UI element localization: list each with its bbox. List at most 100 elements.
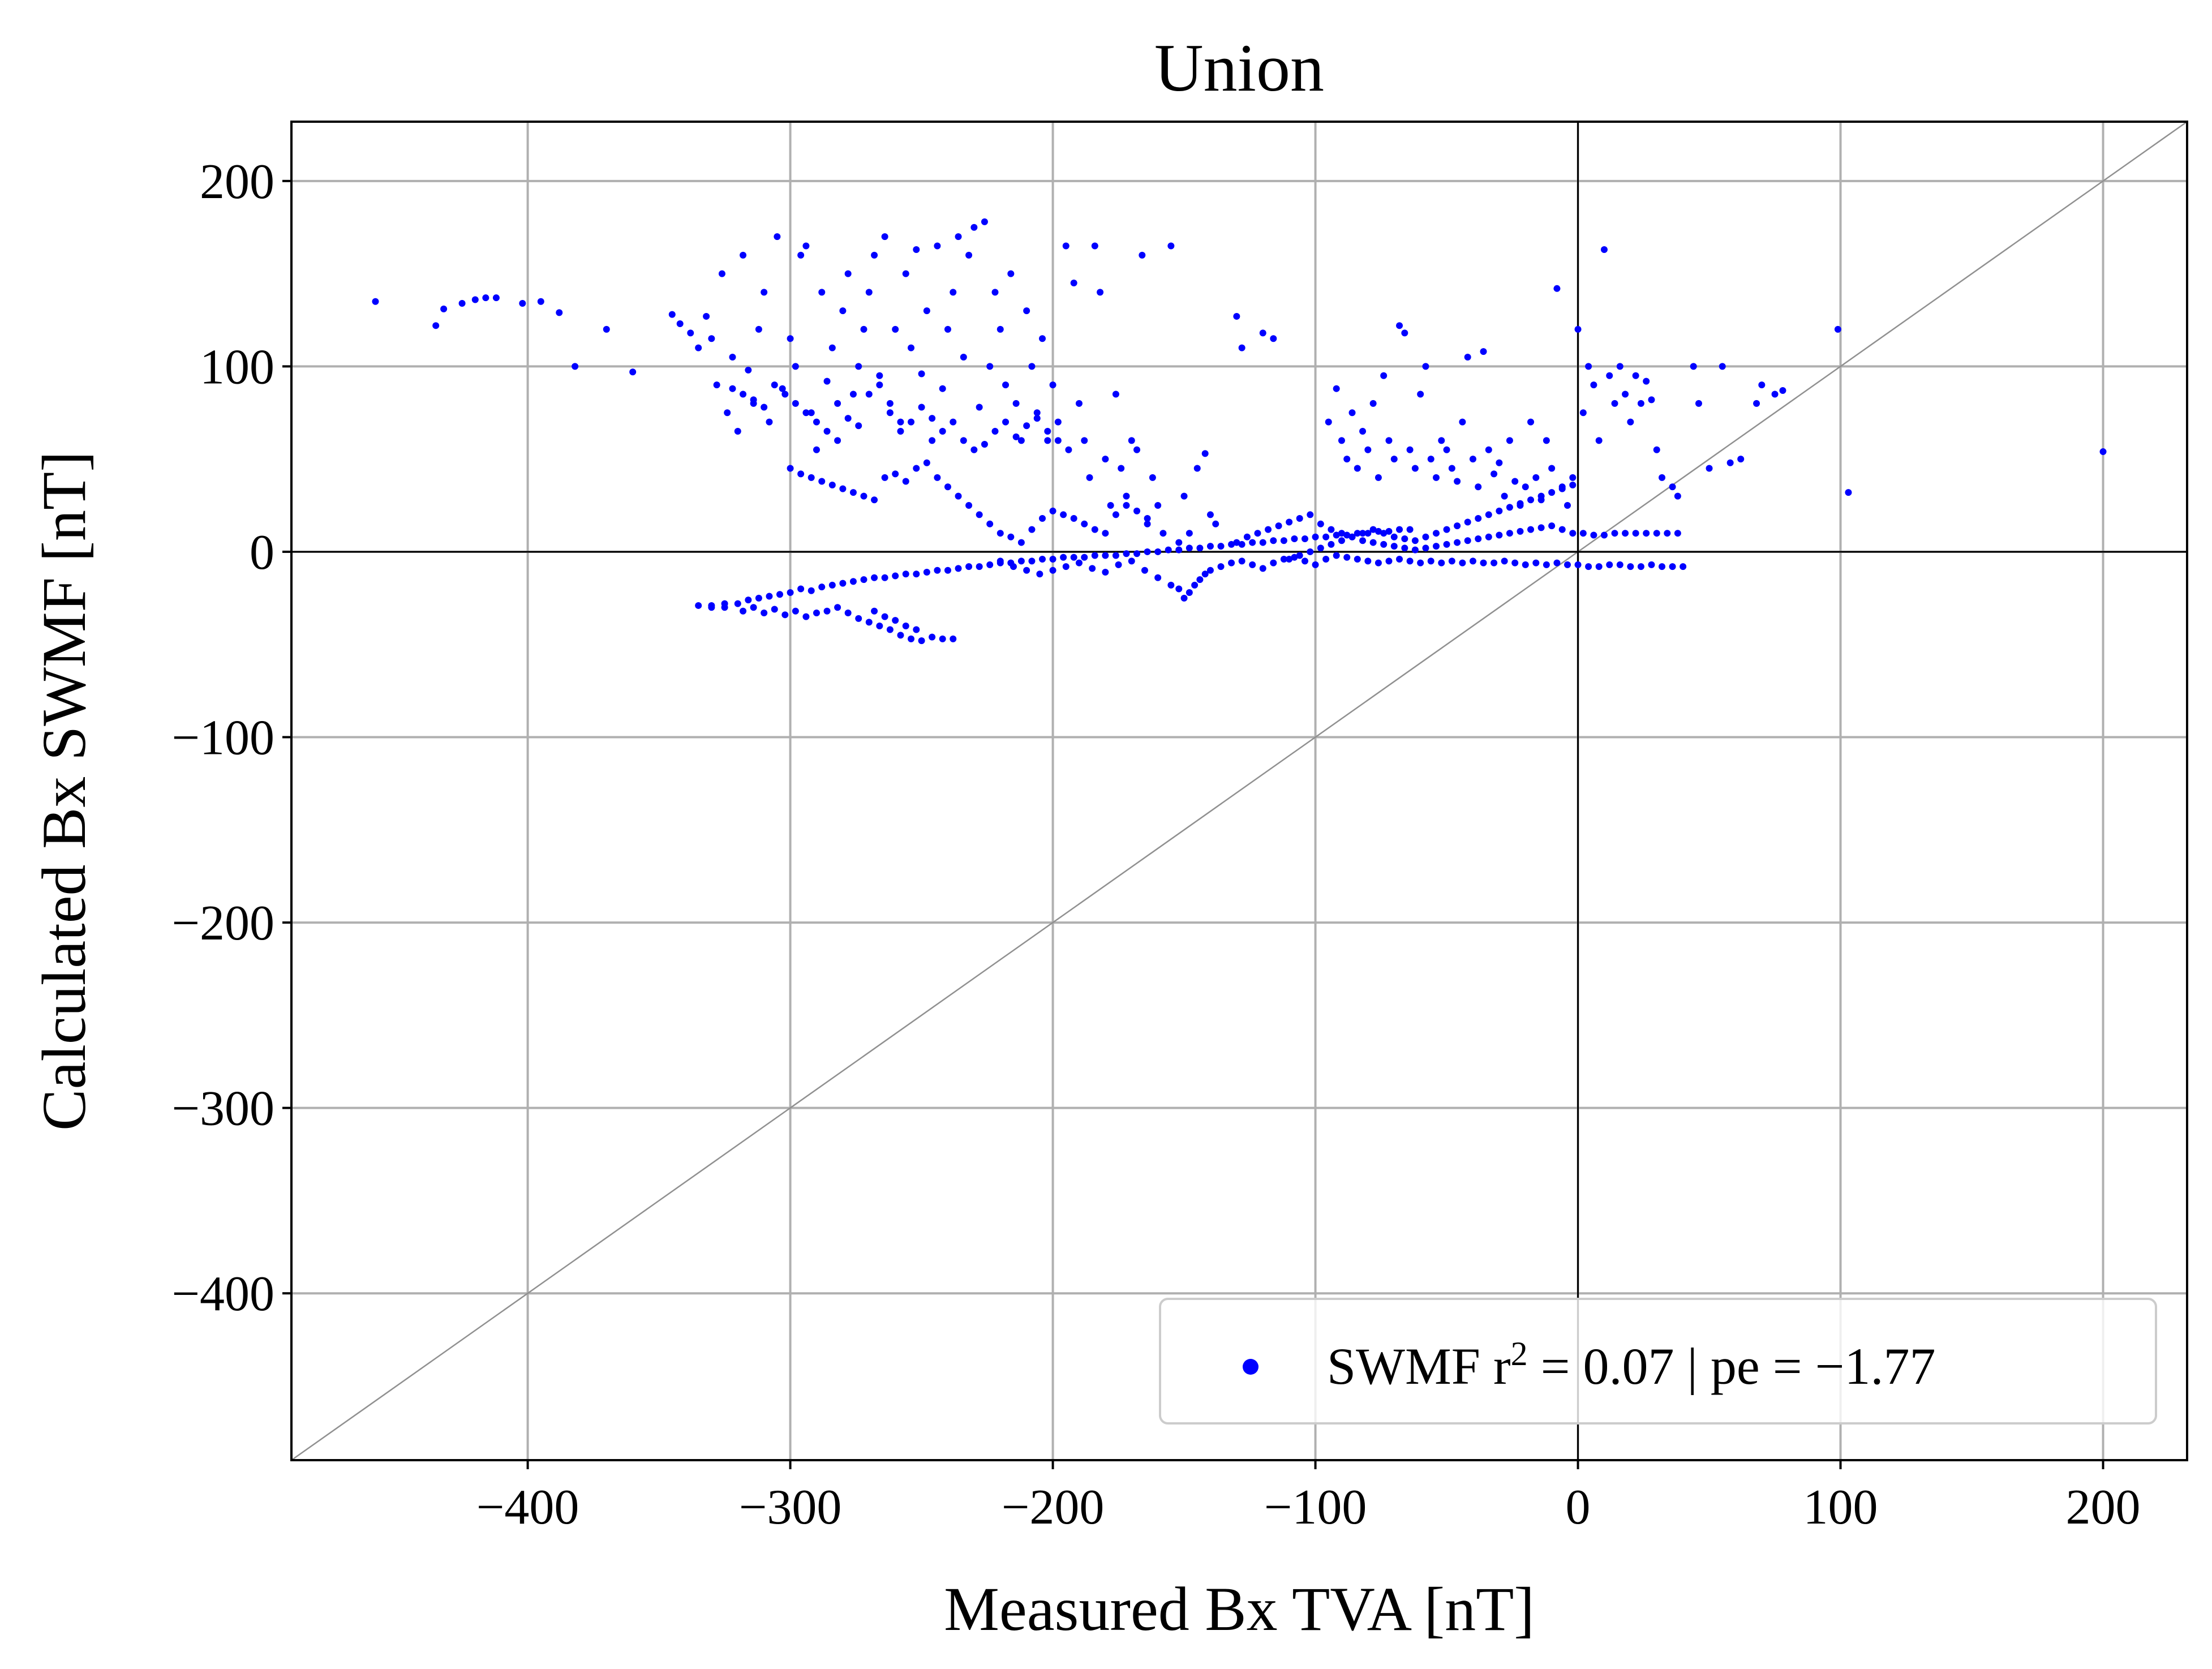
data-point [1385, 557, 1393, 565]
data-point [771, 606, 778, 613]
data-point [1238, 344, 1245, 351]
data-point [1491, 470, 1498, 478]
data-point [1401, 329, 1408, 337]
data-point [1606, 372, 1613, 379]
data-point [1406, 446, 1414, 453]
y-tick-label: −400 [171, 1267, 274, 1322]
data-point [871, 607, 878, 615]
data-point [1102, 552, 1109, 559]
x-axis-ticks: −400 −300 −200 −100 0 100 200 [476, 1460, 2141, 1535]
data-point [892, 572, 899, 580]
data-point [1007, 533, 1015, 540]
data-point [1611, 400, 1618, 407]
data-point [802, 242, 810, 250]
data-point [745, 366, 752, 374]
data-point [1432, 543, 1440, 550]
data-point [1343, 456, 1351, 463]
data-point [713, 381, 720, 389]
data-point [1191, 581, 1199, 589]
x-tick-label: 100 [1803, 1480, 1878, 1535]
data-point [860, 325, 867, 333]
data-point [1089, 565, 1096, 572]
data-point [1643, 377, 1650, 385]
data-point [1475, 483, 1482, 491]
data-point [1553, 285, 1561, 292]
data-point [1254, 530, 1261, 537]
data-point [1443, 526, 1450, 533]
data-point [1354, 530, 1361, 537]
data-point [1317, 520, 1324, 527]
data-point [1081, 520, 1088, 527]
data-point [1632, 530, 1639, 537]
data-point [1475, 514, 1482, 522]
data-point [1301, 535, 1308, 543]
data-point [1075, 400, 1083, 407]
data-point [1286, 518, 1293, 526]
data-point [892, 325, 899, 333]
data-point [792, 400, 799, 407]
data-point [1128, 557, 1135, 565]
data-point [818, 583, 826, 591]
data-point [1380, 540, 1388, 548]
data-point [695, 344, 702, 351]
data-point [1532, 559, 1540, 567]
data-point [923, 307, 930, 315]
data-point [1664, 530, 1671, 537]
data-point [1369, 539, 1377, 546]
data-point [1411, 465, 1419, 472]
data-point [849, 578, 857, 585]
data-point [771, 381, 778, 389]
data-point [1375, 559, 1382, 567]
data-point [1186, 544, 1193, 552]
y-tick-label: −200 [171, 896, 274, 951]
data-point [703, 312, 710, 320]
data-point [1070, 514, 1077, 522]
data-point [740, 607, 747, 615]
data-point [1464, 537, 1471, 544]
data-point [1270, 537, 1277, 544]
data-point [1307, 511, 1314, 518]
data-point [1133, 446, 1141, 453]
data-point [729, 385, 736, 392]
data-point [1112, 511, 1119, 518]
data-point [1049, 507, 1056, 514]
data-point [1167, 242, 1175, 250]
data-point [849, 489, 857, 496]
data-point [1312, 561, 1319, 568]
data-point [1333, 552, 1340, 559]
data-point [1632, 372, 1639, 379]
data-point [823, 607, 831, 615]
data-point [1086, 474, 1093, 481]
data-point [1669, 483, 1676, 491]
data-point [1112, 391, 1119, 398]
data-point [1464, 518, 1471, 526]
data-point [881, 613, 888, 620]
y-tick-label: −100 [171, 711, 274, 766]
data-point [929, 415, 936, 422]
data-point [458, 300, 466, 307]
data-point [766, 418, 773, 426]
data-point [976, 563, 983, 570]
data-point [1737, 456, 1745, 463]
data-point [1448, 465, 1455, 472]
data-point [1049, 567, 1056, 574]
data-point [1144, 520, 1151, 527]
data-point [1017, 437, 1025, 444]
data-point [1585, 563, 1592, 570]
data-point [1643, 530, 1650, 537]
data-point [1417, 391, 1424, 398]
data-point [2099, 448, 2107, 456]
data-point [1325, 418, 1332, 426]
data-point [1480, 559, 1487, 567]
data-point [1180, 594, 1188, 602]
data-point [918, 370, 925, 377]
data-point [1107, 502, 1114, 509]
data-point [787, 335, 794, 342]
data-point [844, 415, 852, 422]
data-point [1186, 530, 1193, 537]
data-point [897, 428, 904, 435]
y-tick-label: 100 [200, 340, 274, 394]
data-point [482, 294, 489, 302]
data-point [886, 626, 894, 633]
y-tick-label: 200 [200, 155, 274, 209]
